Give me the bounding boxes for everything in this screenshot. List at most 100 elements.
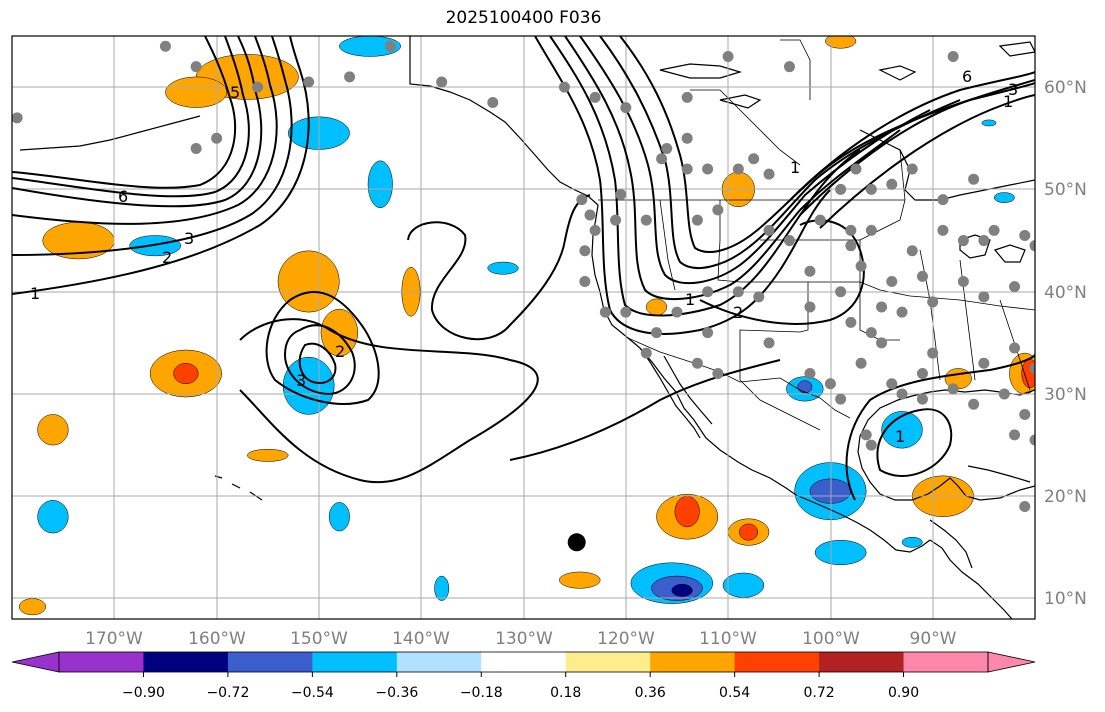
station-dot [886,275,898,287]
station-dot [835,393,847,405]
station-dot [845,316,857,328]
station-dot [763,337,775,349]
shaded-anomaly [722,572,765,598]
colorbar-segment [650,652,736,672]
station-dot [957,275,969,287]
colorbar-tick-label: 0.18 [550,685,581,701]
station-dot [1060,256,1071,267]
station-dot [988,224,1000,236]
lon-label: 110°W [699,629,757,649]
shaded-anomaly [434,575,450,601]
station-dot [906,245,918,257]
lon-label: 120°W [597,629,655,649]
station-dot [783,235,795,247]
contour-label: 1 [895,427,905,446]
shaded-anomaly [559,571,601,589]
station-dot [1009,342,1021,354]
station-dot [824,378,836,390]
station-dot [681,91,693,103]
colorbar-segment [312,652,398,672]
contour-labels: 1 2 3 6 5 1 2 1 6 3 1 2 3 1 [30,67,1018,446]
station-dot [1029,434,1035,446]
station-dot [599,306,611,318]
colorbar: −0.90 −0.72 −0.54 −0.36 −0.18 0.18 0.36 0.54 0.7… [11,651,1036,701]
contour-label: 2 [162,248,172,267]
shaded-anomaly [339,36,401,57]
contour-label: 1 [30,284,40,303]
colorbar-segment [565,652,651,672]
shaded-anomaly [165,76,228,108]
colorbar-segment [396,652,482,672]
station-dot [702,163,714,175]
station-dot [190,61,202,73]
station-dot [722,50,734,62]
station-dot [957,235,969,247]
contour-label: 1 [685,290,695,309]
colorbar-tick-label: −0.72 [206,685,249,701]
station-dot [159,40,171,52]
colorbar-tick-label: −0.54 [291,685,334,701]
shaded-anomaly [674,496,700,528]
station-dot [732,286,744,298]
station-dot [916,270,928,282]
station-dot [865,224,877,236]
station-dot [850,163,862,175]
station-dot [998,388,1010,400]
lon-label: 150°W [290,629,348,649]
colorbar-tick-label: 0.72 [804,685,835,701]
shaded-anomaly [825,36,857,49]
shaded-anomaly [646,298,667,316]
station-markers [12,40,1071,512]
contour-label: 5 [230,83,240,102]
lon-label: 160°W [188,629,246,649]
map-frame [11,35,1036,620]
station-dot [1029,240,1035,252]
contour-label: 1 [1003,92,1013,111]
station-dot [640,347,652,359]
station-dot [927,347,939,359]
shaded-anomaly [247,448,289,462]
station-dot [947,50,959,62]
shaded-anomaly [814,539,867,566]
station-dot [763,168,775,180]
contour-lines [12,36,1035,501]
tropical-cyclone-marker[interactable] [567,533,586,552]
station-dot [558,81,570,93]
contour-label: 2 [335,342,345,361]
colorbar-segment [903,652,989,672]
lat-label: 20°N [1044,487,1087,507]
shaded-anomaly [981,119,997,127]
colorbar-tick-label: 0.36 [635,685,666,701]
station-dot [916,393,928,405]
station-dot [804,265,816,277]
station-dot [937,224,949,236]
station-dot [783,61,795,73]
station-dot [190,143,202,155]
station-dot [576,194,588,206]
station-dot [916,368,928,380]
station-dot [865,439,877,451]
colorbar-tick-label: −0.90 [122,685,165,701]
station-dot [804,301,816,313]
station-dot [855,357,867,369]
colorbar-segment [734,652,820,672]
lon-label: 100°W [802,629,860,649]
station-dot [896,306,908,318]
station-dot [620,306,632,318]
shaded-anomaly [367,160,393,209]
station-dot [860,429,872,441]
station-dot [589,91,601,103]
station-dot [886,178,898,190]
shaded-anomaly [320,308,359,357]
colorbar-outline [58,651,989,673]
station-dot [702,286,714,298]
station-dot [656,153,668,165]
station-dot [978,235,990,247]
station-dot [691,357,703,369]
colorbar-segment [227,652,313,672]
shaded-anomaly [797,380,813,394]
shaded-anomaly [282,356,335,415]
station-dot [748,153,760,165]
colorbar-tick-label: −0.18 [460,685,503,701]
